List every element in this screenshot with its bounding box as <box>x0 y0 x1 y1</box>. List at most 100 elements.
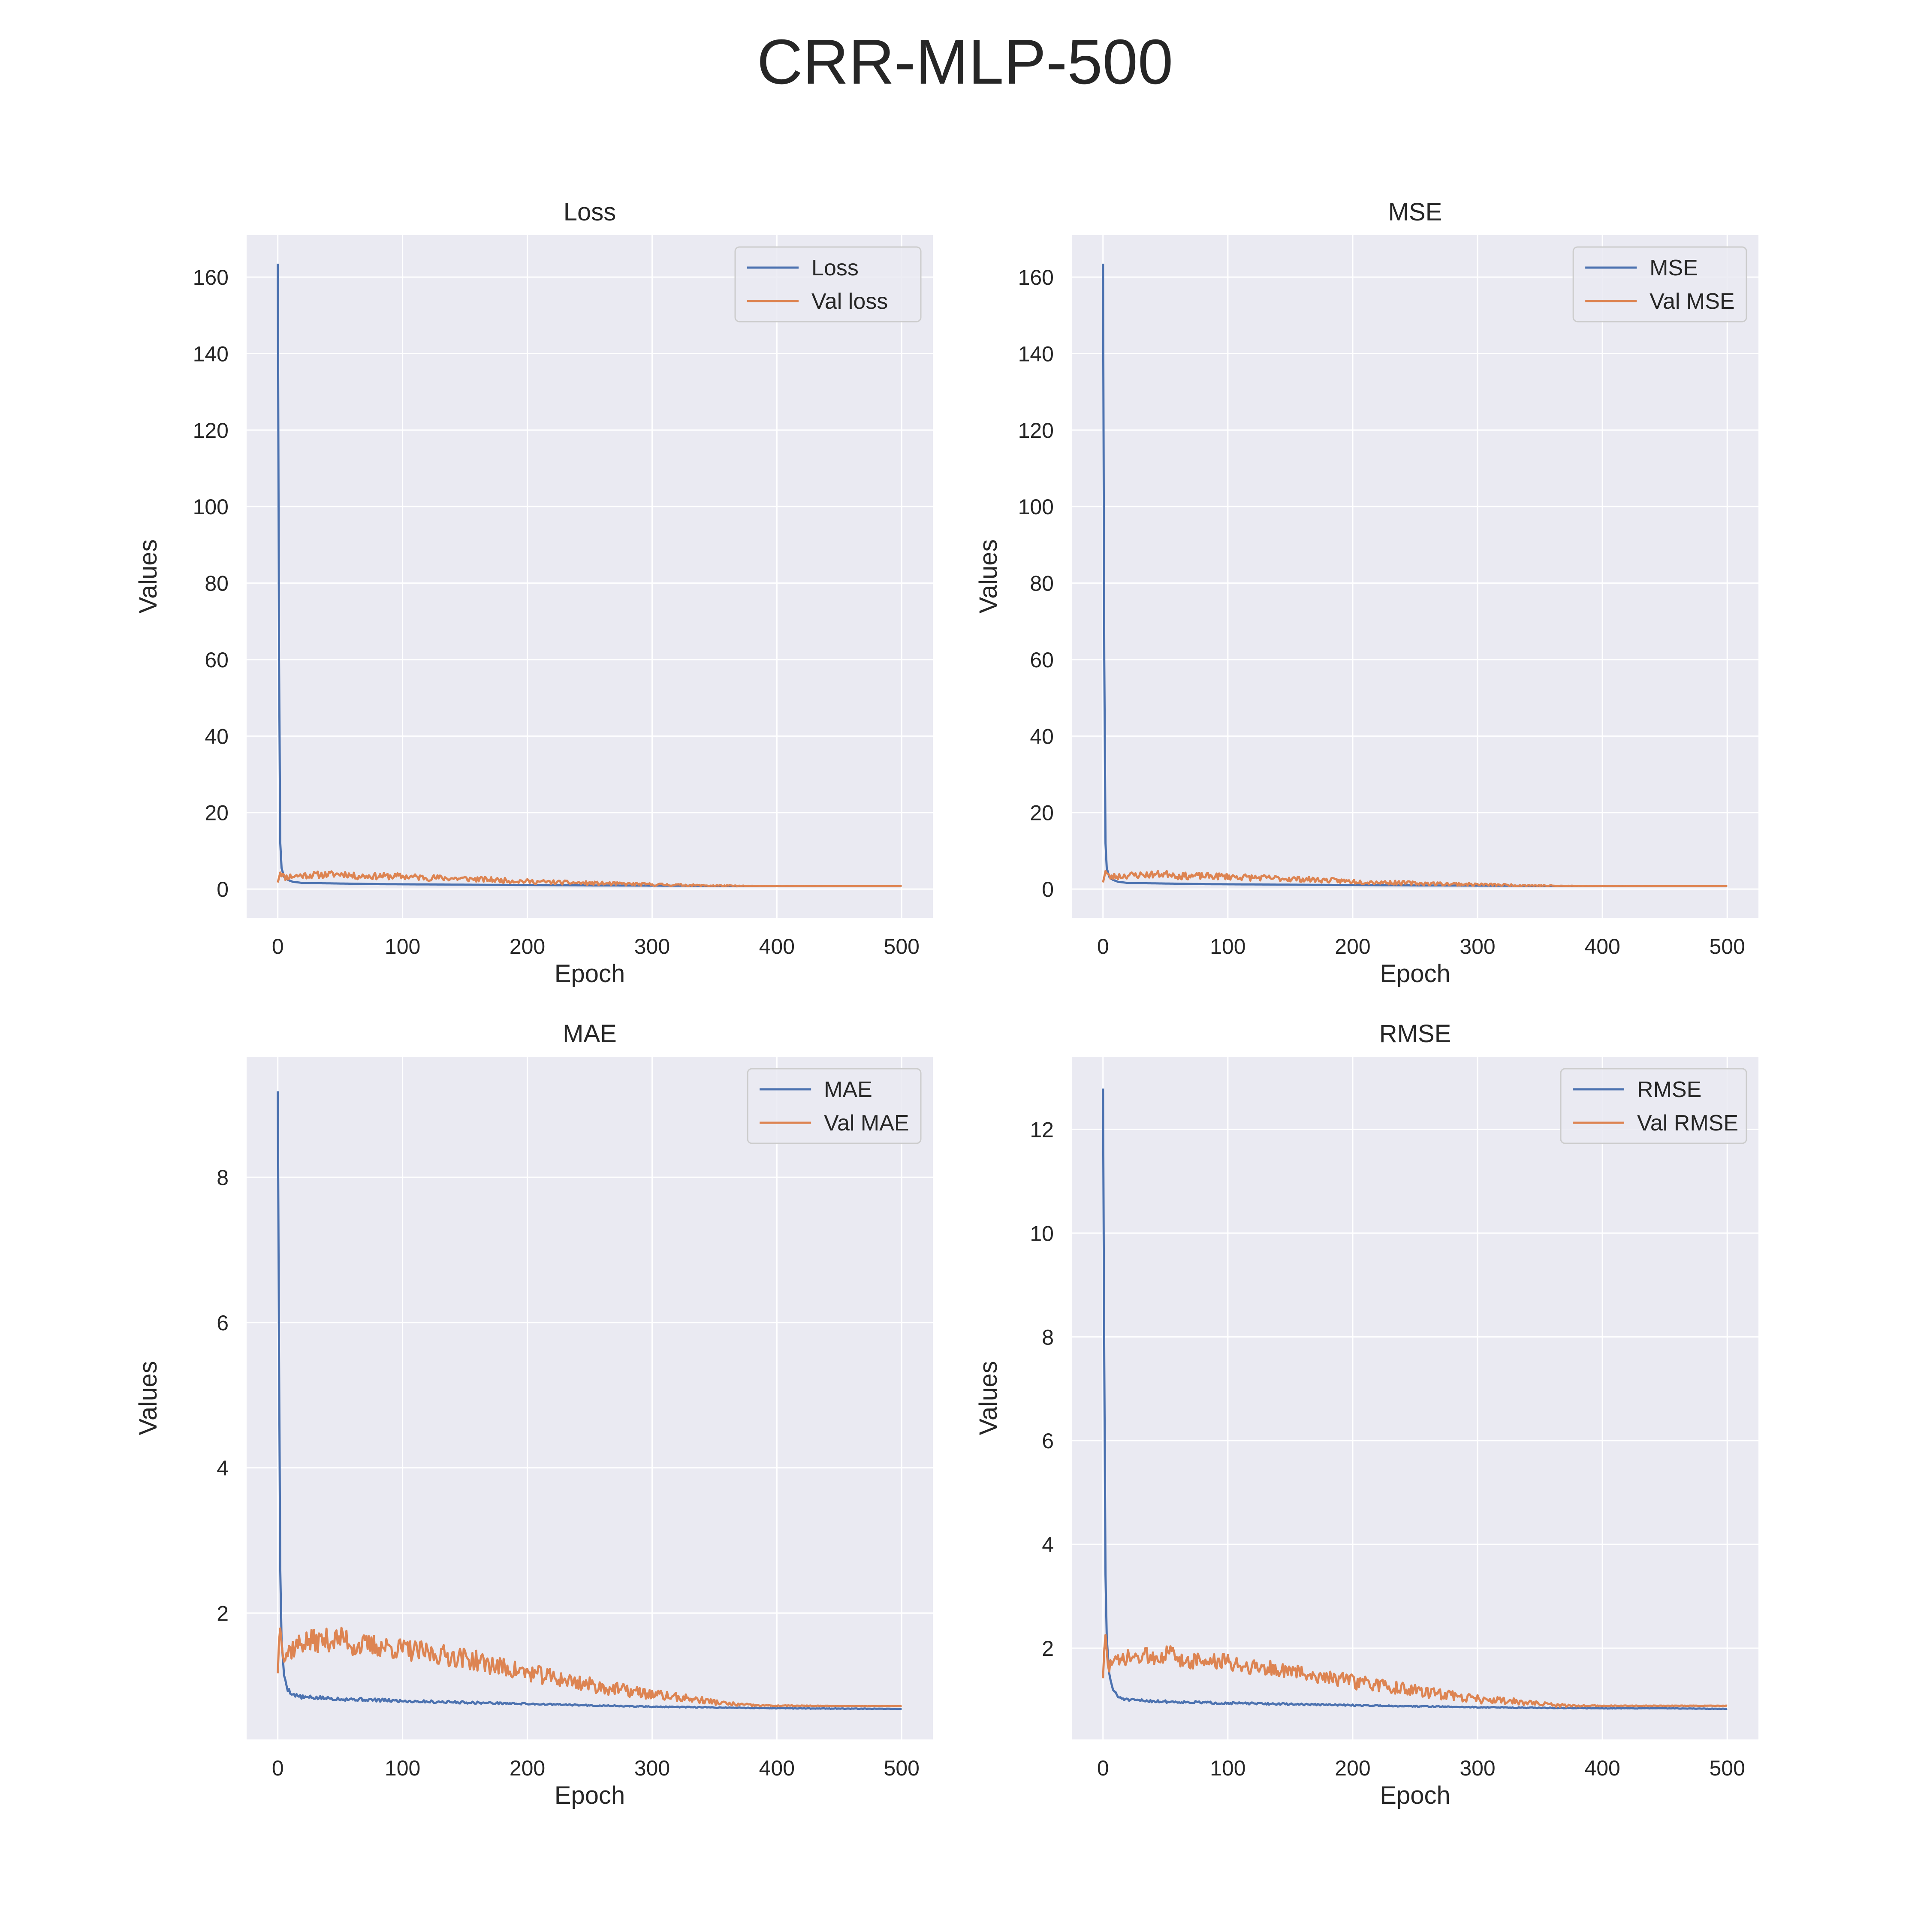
series-line-val-rmse <box>1102 1634 1728 1708</box>
y-tick-label: 10 <box>1030 1221 1054 1245</box>
legend: RMSE Val RMSE <box>1560 1068 1747 1144</box>
legend-label-val-rmse: Val RMSE <box>1637 1111 1738 1136</box>
legend-label-val-mse: Val MSE <box>1650 289 1734 314</box>
y-tick-label: 6 <box>217 1311 229 1335</box>
x-tick-label: 500 <box>884 1756 920 1780</box>
legend: MAE Val MAE <box>747 1068 922 1144</box>
x-axis-label: Epoch <box>1380 960 1450 988</box>
x-tick-label: 500 <box>1710 1756 1745 1780</box>
y-axis-label: Values <box>974 539 1002 613</box>
x-tick-label: 500 <box>1710 934 1745 958</box>
chart-title: MSE <box>1388 198 1442 226</box>
y-tick-label: 40 <box>205 724 229 748</box>
y-tick-label: 40 <box>1030 724 1054 748</box>
y-tick-label: 2 <box>1042 1637 1054 1661</box>
y-axis-label: Values <box>134 539 162 613</box>
x-tick-label: 0 <box>272 934 284 958</box>
y-tick-label: 80 <box>205 572 229 596</box>
y-tick-label: 20 <box>1030 801 1054 825</box>
series-group <box>277 1091 902 1710</box>
series-group <box>1102 1088 1728 1710</box>
plot-area <box>1072 1057 1758 1739</box>
chart-rmse: 0 100 200 300 400 500 2 4 6 8 10 12 RMSE Epoch Values R… <box>974 1020 1758 1809</box>
x-tick-label: 100 <box>385 934 420 958</box>
legend-box <box>747 1068 922 1144</box>
chart-title: MAE <box>563 1020 617 1048</box>
y-tick-label: 140 <box>1018 342 1054 366</box>
x-tick-label: 100 <box>385 1756 420 1780</box>
series-line-val-loss <box>277 870 902 888</box>
y-tick-label: 12 <box>1030 1118 1054 1142</box>
chart-loss: 0 100 200 300 400 500 0 20 40 60 80 100 120 140 160 Los… <box>134 198 933 988</box>
x-axis-label: Epoch <box>555 1781 625 1809</box>
y-tick-label: 100 <box>193 495 229 519</box>
y-tick-label: 160 <box>193 265 229 289</box>
x-tick-label: 0 <box>1097 1756 1109 1780</box>
y-tick-label: 4 <box>1042 1533 1054 1557</box>
x-tick-label: 300 <box>1460 934 1495 958</box>
legend-label-loss: Loss <box>811 256 859 280</box>
chart-title: Loss <box>564 198 616 226</box>
y-tick-label: 60 <box>205 648 229 672</box>
x-tick-label: 500 <box>884 934 920 958</box>
x-tick-label: 100 <box>1210 934 1245 958</box>
y-tick-label: 4 <box>217 1456 229 1480</box>
x-tick-label: 300 <box>1460 1756 1495 1780</box>
y-tick-label: 8 <box>217 1166 229 1190</box>
x-tick-label: 200 <box>510 1756 545 1780</box>
x-tick-label: 300 <box>634 1756 670 1780</box>
x-tick-label: 200 <box>1335 934 1370 958</box>
x-tick-label: 400 <box>759 1756 795 1780</box>
grid <box>247 1057 933 1739</box>
plot-area <box>247 1057 933 1739</box>
series-line-rmse <box>1102 1088 1728 1710</box>
x-tick-label: 200 <box>1335 1756 1370 1780</box>
chart-title: RMSE <box>1379 1020 1451 1048</box>
legend-label-mse: MSE <box>1650 256 1698 280</box>
y-tick-label: 140 <box>193 342 229 366</box>
y-tick-label: 100 <box>1018 495 1054 519</box>
y-tick-label: 80 <box>1030 572 1054 596</box>
x-axis-label: Epoch <box>1380 1781 1450 1809</box>
series-group <box>277 263 902 888</box>
chart-mse: 0 100 200 300 400 500 0 20 40 60 80 100 120 140 160 MSE… <box>974 198 1758 988</box>
y-tick-label: 0 <box>1042 877 1054 901</box>
grid <box>1072 235 1758 918</box>
y-tick-label: 6 <box>1042 1429 1054 1453</box>
legend-label-val-loss: Val loss <box>811 289 888 314</box>
y-tick-label: 60 <box>1030 648 1054 672</box>
y-axis-label: Values <box>134 1361 162 1435</box>
legend-label-mae: MAE <box>824 1077 872 1102</box>
y-tick-label: 120 <box>1018 419 1054 443</box>
x-axis-label: Epoch <box>555 960 625 988</box>
y-tick-label: 20 <box>205 801 229 825</box>
y-tick-label: 2 <box>217 1601 229 1625</box>
x-tick-label: 100 <box>1210 1756 1245 1780</box>
y-tick-label: 8 <box>1042 1325 1054 1349</box>
grid <box>247 235 933 918</box>
series-line-mae <box>277 1091 902 1710</box>
plot-area <box>1072 235 1758 918</box>
x-tick-label: 400 <box>1584 934 1620 958</box>
x-tick-label: 300 <box>634 934 670 958</box>
x-tick-label: 0 <box>272 1756 284 1780</box>
figure-title: CRR-MLP-500 <box>757 27 1173 97</box>
x-tick-label: 0 <box>1097 934 1109 958</box>
legend-label-rmse: RMSE <box>1637 1077 1701 1102</box>
series-line-val-mae <box>277 1627 902 1708</box>
x-tick-label: 200 <box>510 934 545 958</box>
y-tick-label: 120 <box>193 419 229 443</box>
plot-area <box>247 235 933 918</box>
series-line-val-mse <box>1102 870 1728 888</box>
series-group <box>1102 263 1728 888</box>
legend: Loss Val loss <box>734 246 922 323</box>
y-axis-label: Values <box>974 1361 1002 1435</box>
legend-box <box>734 246 922 323</box>
x-tick-label: 400 <box>759 934 795 958</box>
legend-box <box>1560 1068 1747 1144</box>
legend-box <box>1572 246 1747 323</box>
chart-mae: 0 100 200 300 400 500 2 4 6 8 MAE Epoch Values MAE Val… <box>134 1020 933 1809</box>
legend-label-val-mae: Val MAE <box>824 1111 909 1136</box>
